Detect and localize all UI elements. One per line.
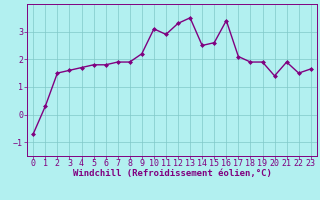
X-axis label: Windchill (Refroidissement éolien,°C): Windchill (Refroidissement éolien,°C): [73, 169, 271, 178]
